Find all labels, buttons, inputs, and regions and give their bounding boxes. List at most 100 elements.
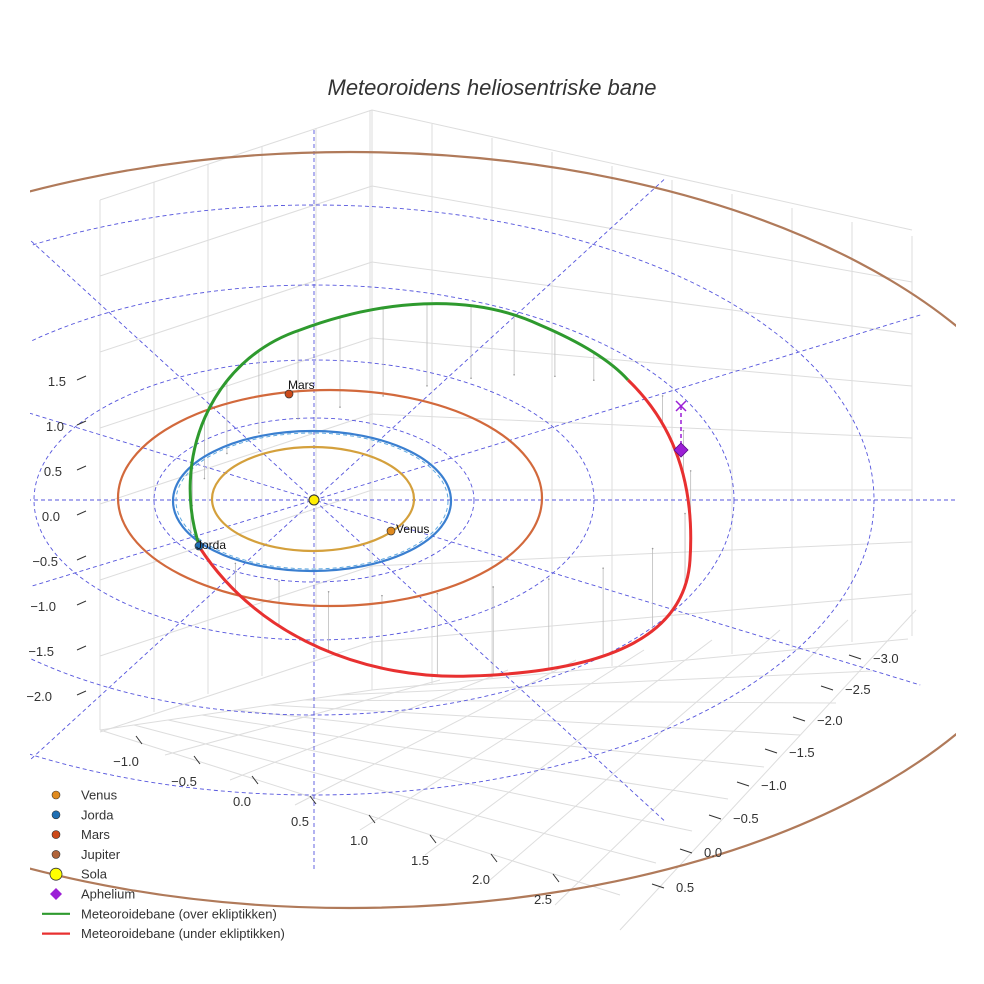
right-tick-label: −1.5 [789,745,815,760]
reference-radial [30,412,921,686]
legend-label: Meteoroidebane (under ekliptikken) [81,926,285,941]
z-tick-mark [76,600,87,606]
front-tick-label: 2.0 [472,872,490,887]
z-tick-label: 1.5 [48,374,66,389]
grid-line [235,709,765,768]
right-tick-mark [792,716,806,722]
legend-label: Venus [81,788,118,803]
legend-label: Sola [81,867,108,882]
projection-point [602,567,604,569]
right-tick-label: −1.0 [761,778,787,793]
grid-line [371,337,913,387]
legend: Venus Jorda Mars Jupiter Sola Aphelium Meteoro… [42,788,285,941]
grid-line [337,670,873,696]
projection-point [436,592,439,595]
right-tick-mark [736,781,750,787]
legend-label: Jupiter [81,847,121,862]
legend-label: Mars [81,827,110,842]
right-tick-label: −3.0 [873,651,899,666]
orbit-mars [116,388,544,608]
grid-line [371,185,913,283]
grid-line [99,261,373,353]
legend-item: Jorda [51,807,114,822]
legend-label: Aphelium [81,887,135,902]
grid-line [489,629,781,881]
projection-point [470,377,472,380]
projection-point [258,431,260,434]
projection-point [689,470,692,472]
front-tick-mark [193,755,201,765]
aphelion-marker [673,442,689,458]
grid-line [371,541,913,567]
z-tick-mark [76,465,87,471]
projection-point [203,477,206,480]
projection-point [554,375,556,378]
legend-item: Meteoroidebane (under ekliptikken) [42,926,285,941]
right-tick-mark [679,848,693,854]
grid-line [99,109,373,201]
aphelion-cross-marker [675,400,687,412]
z-tick-label: 0.0 [42,509,60,524]
right-tick-label: −2.0 [817,713,843,728]
grid-line [99,565,373,657]
projection-point [426,385,428,387]
projection-point [226,452,228,455]
projection-point [513,373,515,376]
legend-marker [49,867,63,881]
grid-line [359,649,645,831]
right-tick-label: 0.5 [676,880,694,895]
right-tick-mark [708,814,722,820]
grid-line [554,619,849,906]
grid-line [99,185,373,277]
grid-lines [99,109,917,931]
projection-point [382,395,384,397]
grid-line [371,261,913,335]
projection-point [492,586,495,588]
legend-marker [51,790,61,800]
grid-line [371,638,909,691]
grid-line [133,724,657,864]
front-tick-label: 2.5 [534,892,552,907]
grid-line [371,593,913,643]
grid-line [424,639,713,856]
grid-line [619,609,917,931]
front-tick-label: −0.5 [171,774,197,789]
right-tick-mark [848,654,862,660]
planet-mars [284,389,294,399]
legend-label: Meteoroidebane (over ekliptikken) [81,906,277,921]
front-tick-mark [309,795,317,805]
legend-item: Meteoroidebane (over ekliptikken) [42,906,277,921]
legend-item: Jupiter [51,847,121,862]
legend-item: Mars [51,827,110,842]
grid-line [99,413,373,505]
grid-line [99,729,621,896]
z-tick-mark [76,645,87,651]
front-tick-label: 1.5 [411,853,429,868]
reference-radial [30,314,921,588]
legend-marker [51,830,61,839]
legend-item: Aphelium [50,887,135,902]
right-tick-mark [820,685,834,691]
planet-jorda [194,541,204,551]
front-tick-mark [552,873,560,883]
projection-point [278,580,280,583]
front-tick-mark [490,853,498,863]
label-jorda: Jorda [196,538,226,552]
grid-line [201,714,729,800]
z-tick-mark [76,555,87,561]
orbit-jupiter [30,151,956,909]
legend-marker [51,850,61,859]
front-tick-mark [251,775,259,785]
front-tick-mark [135,735,143,745]
right-tick-label: −2.5 [845,682,871,697]
grid-line [371,109,913,231]
right-tick-label: −0.5 [733,811,759,826]
z-tick-label: 0.5 [44,464,62,479]
projection-point [684,512,686,515]
front-tick-mark [368,814,376,824]
grid-line [303,699,837,704]
z-tick-label: −1.5 [28,644,54,659]
projection-point [651,547,654,550]
grid-line [99,641,373,733]
